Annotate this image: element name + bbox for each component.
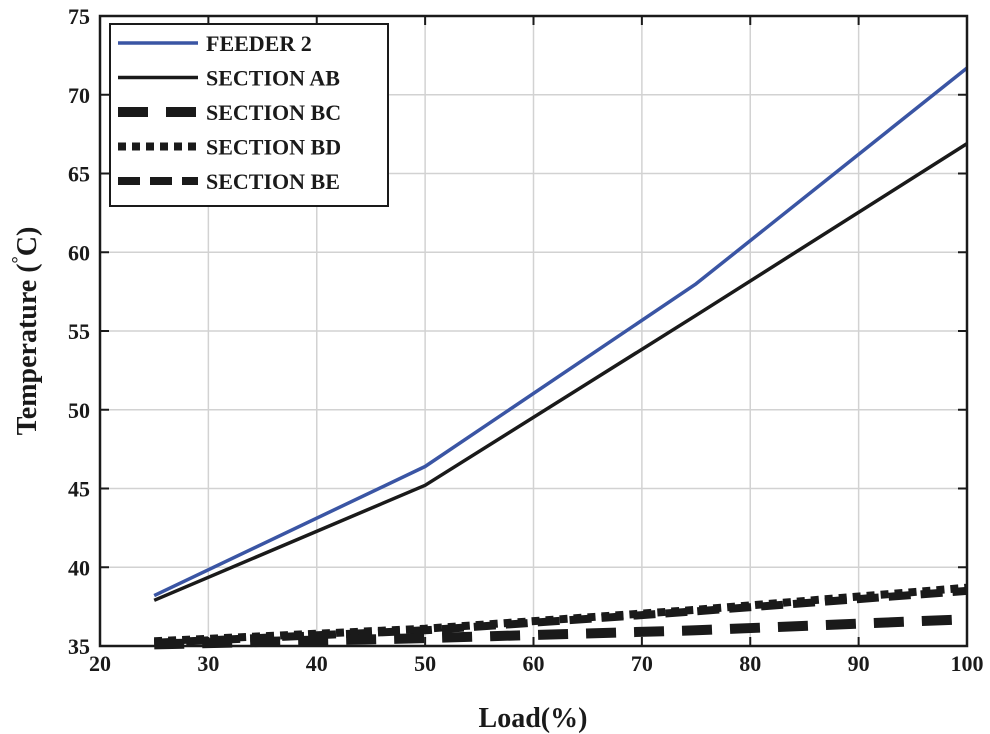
series-line-section-bc [154, 614, 968, 650]
legend-label: FEEDER 2 [206, 31, 312, 56]
y-axis-label: Temperature (°C) [8, 227, 43, 436]
y-tick-label: 40 [68, 555, 90, 580]
x-tick-label: 60 [523, 651, 545, 676]
x-tick-label: 50 [414, 651, 436, 676]
grid [100, 16, 967, 646]
y-tick-label: 65 [68, 162, 90, 187]
x-tick-label: 30 [197, 651, 219, 676]
y-tick-label: 35 [68, 634, 90, 659]
y-tick-label: 55 [68, 319, 90, 344]
x-axis-label: Load(%) [479, 703, 588, 734]
x-tick-label: 70 [631, 651, 653, 676]
x-tick-label: 20 [89, 651, 111, 676]
legend-label: SECTION BD [206, 135, 341, 160]
legend-label: SECTION AB [206, 66, 340, 91]
x-tick-label: 80 [739, 651, 761, 676]
legend-label: SECTION BE [206, 169, 340, 194]
legend-label: SECTION BC [206, 100, 341, 125]
legend: FEEDER 2 SECTION AB SECTION BC SECTION BD SE… [109, 23, 389, 207]
y-tick-label: 45 [68, 477, 90, 502]
x-tick-label: 100 [951, 651, 984, 676]
x-tick-label: 90 [848, 651, 870, 676]
legend-box [109, 23, 389, 207]
y-tick-label: 75 [68, 4, 90, 29]
x-tick-label: 40 [306, 651, 328, 676]
y-tick-label: 60 [68, 240, 90, 265]
y-tick-label: 70 [68, 83, 90, 108]
axis-ticks: 20 30 40 50 60 70 80 90 100 35 40 45 50 55 60 65 70 75 [68, 4, 984, 676]
series-line-section-bd [154, 583, 968, 646]
series-line-feeder-2 [153, 66, 969, 598]
y-tick-label: 50 [68, 398, 90, 423]
series-group [153, 66, 969, 650]
series-line-section-ab [153, 142, 968, 602]
